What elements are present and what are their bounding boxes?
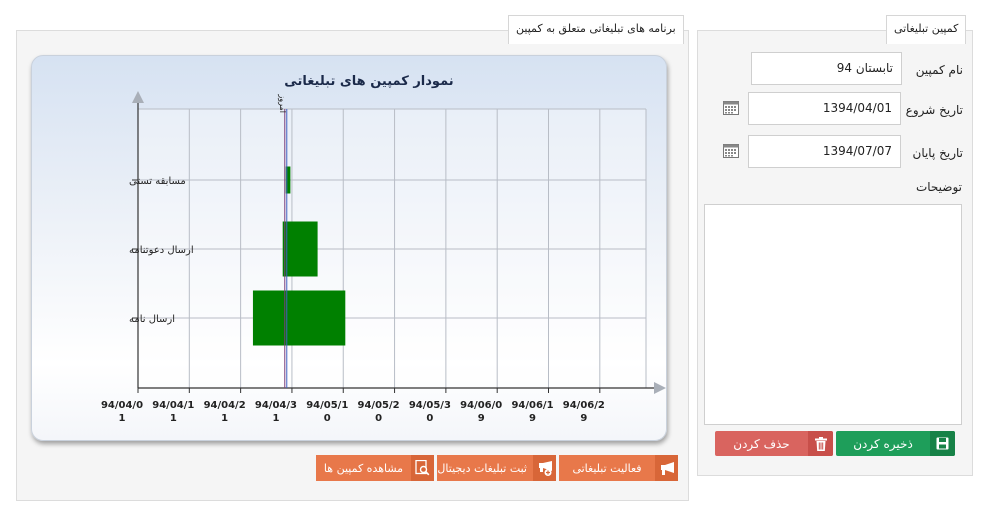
x-tick-label: 94/04/0 <box>101 400 143 411</box>
x-axis-arrow <box>654 382 666 394</box>
today-label: امروز <box>278 93 287 113</box>
chart-bars <box>252 109 346 388</box>
x-tick-label: 94/04/3 <box>255 400 297 411</box>
chart-axes <box>132 91 666 394</box>
task-label: ارسال نامه <box>129 314 175 325</box>
x-tick-label: 9 <box>478 413 485 424</box>
x-tick-label: 94/05/1 <box>306 400 348 411</box>
campaign-form-tab[interactable]: کمپین تبلیغاتی <box>886 15 967 44</box>
end-date-label: تاریخ پایان <box>912 146 964 160</box>
campaign-name-field[interactable]: تابستان 94 <box>751 52 902 85</box>
start-date-label: تاریخ شروع <box>905 103 963 117</box>
description-textarea[interactable] <box>704 204 962 425</box>
delete-button[interactable]: حذف کردن <box>715 431 833 456</box>
chart-labels: 94/04/0 1 94/04/1 1 94/04/2 1 94/04/3 1 94/05/1 0… <box>101 93 605 424</box>
task-bar <box>282 221 318 277</box>
calendar-icon[interactable] <box>723 101 739 115</box>
x-tick-label: 9 <box>580 413 587 424</box>
x-tick-label: 1 <box>170 413 177 424</box>
gantt-chart: نمودار کمپین های تبلیغاتی 94/04/0194/04/… <box>101 74 666 424</box>
x-tick-label: 0 <box>375 413 382 424</box>
advertising-activity-button[interactable]: فعالیت تبلیغاتی <box>559 455 678 481</box>
x-tick-label: 94/05/2 <box>358 400 400 411</box>
megaphone-add-icon <box>533 455 556 481</box>
digital-advertising-button[interactable]: ثبت تبلیغات دیجیتال <box>437 455 556 481</box>
x-tick-label: 1 <box>272 413 279 424</box>
x-tick-label: 94/06/0 <box>460 400 502 411</box>
start-date-field[interactable]: 1394/04/01 <box>748 92 901 125</box>
advertising-activity-label: فعالیت تبلیغاتی <box>572 461 642 475</box>
x-tick-label: 0 <box>426 413 433 424</box>
description-label: توضیحات <box>915 180 962 194</box>
task-label: مسابقه تستی <box>129 176 186 187</box>
chart-title: نمودار کمپین های تبلیغاتی <box>284 74 453 89</box>
campaign-programs-tab[interactable]: برنامه های تبلیغاتی متعلق به کمپین <box>508 15 684 44</box>
digital-advertising-label: ثبت تبلیغات دیجیتال <box>437 461 527 475</box>
view-campaigns-label: مشاهده کمپین ها <box>323 461 404 475</box>
task-label: ارسال دعوتنامه <box>129 245 194 256</box>
x-tick-label: 0 <box>324 413 331 424</box>
view-campaigns-button[interactable]: مشاهده کمپین ها <box>316 455 434 481</box>
end-date-field[interactable]: 1394/07/07 <box>748 135 901 168</box>
floppy-disk-icon <box>930 431 955 456</box>
chart-grid <box>138 108 647 388</box>
calendar-icon[interactable] <box>723 144 739 158</box>
chart-card <box>31 55 667 441</box>
campaign-name-label: نام کمپین <box>915 63 963 77</box>
save-button[interactable]: ذخیره کردن <box>836 431 955 456</box>
x-tick-label: 94/06/2 <box>563 400 605 411</box>
task-bar <box>252 290 346 346</box>
document-search-icon <box>411 455 434 481</box>
x-tick-label: 1 <box>221 413 228 424</box>
x-tick-label: 94/04/1 <box>152 400 194 411</box>
task-bar <box>285 166 291 194</box>
x-tick-label: 1 <box>119 413 126 424</box>
x-tick-label: 94/05/3 <box>409 400 451 411</box>
y-axis-arrow <box>132 91 144 103</box>
delete-button-label: حذف کردن <box>733 436 790 451</box>
trash-icon <box>808 431 833 456</box>
x-tick-label: 94/04/2 <box>204 400 246 411</box>
x-tick-label: 9 <box>529 413 536 424</box>
x-tick-label: 94/06/1 <box>511 400 553 411</box>
save-button-label: ذخیره کردن <box>853 436 913 451</box>
megaphone-icon <box>655 455 678 481</box>
